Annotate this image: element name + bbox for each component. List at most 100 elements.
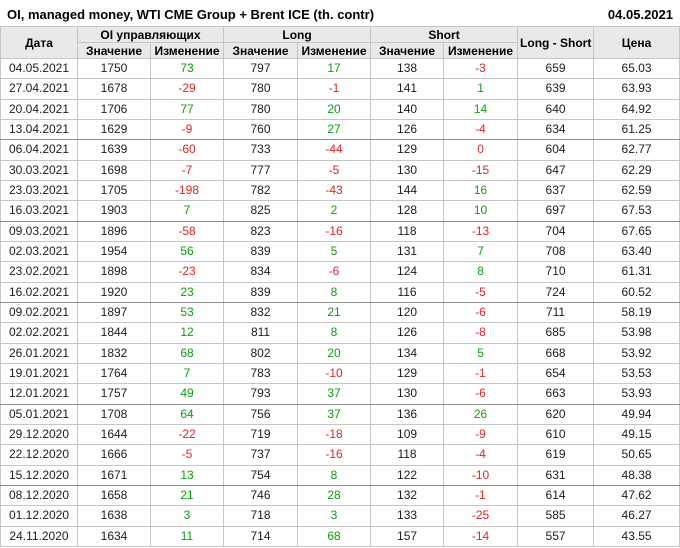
cell-price: 53.93 [593, 383, 680, 405]
cell-long-change: 2 [297, 200, 372, 222]
cell-price: 61.25 [593, 118, 680, 141]
cell-short-change: 10 [443, 200, 519, 222]
cell-long-minus-short: 620 [517, 403, 595, 425]
cell-short-change: 8 [443, 261, 519, 283]
table-row: 19.01.2021 1764 7 783 -10 129 -1 654 53.53 [0, 362, 680, 385]
cell-price: 67.53 [593, 200, 680, 222]
cell-oi-value: 1750 [77, 57, 151, 80]
cell-long-value: 783 [223, 362, 299, 385]
table-row: 02.03.2021 1954 56 839 5 131 7 708 63.40 [0, 240, 680, 263]
cell-oi-value: 1832 [77, 342, 151, 364]
header-date: Дата [0, 26, 78, 59]
cell-short-change: -3 [443, 57, 519, 80]
cell-date: 29.12.2020 [0, 423, 78, 446]
report-date: 04.05.2021 [607, 6, 673, 22]
cell-long-change: -44 [297, 139, 372, 161]
subheader-oi-value: Значение [77, 42, 151, 59]
cell-oi-value: 1658 [77, 484, 151, 507]
table-row: 02.02.2021 1844 12 811 8 126 -8 685 53.98 [0, 322, 680, 344]
cell-long-minus-short: 663 [517, 383, 595, 405]
cell-short-value: 138 [370, 57, 445, 80]
cell-long-change: 37 [297, 403, 372, 425]
table-row: 12.01.2021 1757 49 793 37 130 -6 663 53.93 [0, 383, 680, 405]
cell-long-minus-short: 637 [517, 179, 595, 202]
cell-long-change: 3 [297, 505, 372, 527]
cell-price: 61.31 [593, 261, 680, 283]
table-row: 04.05.2021 1750 73 797 17 138 -3 659 65.03 [0, 57, 680, 80]
table-row: 24.11.2020 1634 11 714 68 157 -14 557 43.55 [0, 525, 680, 547]
report-title: OI, managed money, WTI CME Group + Brent… [7, 6, 375, 22]
cell-oi-value: 1666 [77, 444, 151, 466]
cell-oi-change: 7 [149, 200, 225, 222]
cell-long-value: 733 [223, 139, 299, 161]
cell-date: 30.03.2021 [0, 159, 78, 181]
cell-short-change: 16 [443, 179, 519, 202]
cell-short-value: 129 [370, 362, 445, 385]
cell-oi-value: 1629 [77, 118, 151, 141]
table-row: 27.04.2021 1678 -29 780 -1 141 1 639 63.93 [0, 78, 680, 100]
cell-date: 01.12.2020 [0, 505, 78, 527]
cell-price: 62.77 [593, 139, 680, 161]
cell-long-change: 17 [297, 57, 372, 80]
cell-oi-change: -198 [149, 179, 225, 202]
cell-long-change: 8 [297, 322, 372, 344]
subheader-long-change: Изменение [297, 42, 372, 59]
titlebar: OI, managed money, WTI CME Group + Brent… [0, 0, 680, 26]
cell-oi-change: 7 [149, 362, 225, 385]
cell-price: 48.38 [593, 464, 680, 486]
cell-oi-change: -7 [149, 159, 225, 181]
cell-long-change: 8 [297, 281, 372, 303]
cell-long-value: 825 [223, 200, 299, 222]
cell-oi-change: -29 [149, 78, 225, 100]
cell-price: 62.29 [593, 159, 680, 181]
cell-short-change: -1 [443, 484, 519, 507]
cell-oi-change: 56 [149, 240, 225, 263]
subheader-long-value: Значение [223, 42, 299, 59]
cell-oi-value: 1644 [77, 423, 151, 446]
cell-short-change: -6 [443, 301, 519, 324]
cell-price: 50.65 [593, 444, 680, 466]
cell-long-change: 5 [297, 240, 372, 263]
cell-long-minus-short: 557 [517, 525, 595, 547]
cell-long-value: 793 [223, 383, 299, 405]
table-row: 23.03.2021 1705 -198 782 -43 144 16 637 62.59 [0, 179, 680, 202]
cell-oi-change: 23 [149, 281, 225, 303]
cell-oi-change: 53 [149, 301, 225, 324]
cell-long-minus-short: 654 [517, 362, 595, 385]
cell-oi-value: 1954 [77, 240, 151, 263]
cell-price: 62.59 [593, 179, 680, 202]
cell-date: 02.02.2021 [0, 322, 78, 344]
cell-long-change: -16 [297, 220, 372, 242]
cell-long-minus-short: 639 [517, 78, 595, 100]
cell-short-change: -15 [443, 159, 519, 181]
cell-short-value: 141 [370, 78, 445, 100]
cell-long-minus-short: 697 [517, 200, 595, 222]
table-row: 01.12.2020 1638 3 718 3 133 -25 585 46.27 [0, 505, 680, 527]
cell-price: 63.93 [593, 78, 680, 100]
cell-date: 22.12.2020 [0, 444, 78, 466]
cell-long-change: -1 [297, 78, 372, 100]
cell-long-minus-short: 585 [517, 505, 595, 527]
cell-long-minus-short: 604 [517, 139, 595, 161]
cell-oi-change: -9 [149, 118, 225, 141]
cell-long-minus-short: 711 [517, 301, 595, 324]
cell-long-value: 746 [223, 484, 299, 507]
table-body: 04.05.2021 1750 73 797 17 138 -3 659 65.03 27.04.… [0, 57, 680, 547]
cell-long-change: -43 [297, 179, 372, 202]
cell-short-change: -1 [443, 362, 519, 385]
cell-long-change: -10 [297, 362, 372, 385]
cell-short-change: -5 [443, 281, 519, 303]
cell-long-minus-short: 610 [517, 423, 595, 446]
cell-long-change: 68 [297, 525, 372, 547]
cell-short-change: -8 [443, 322, 519, 344]
table-row: 09.02.2021 1897 53 832 21 120 -6 711 58.19 [0, 301, 680, 324]
cell-date: 09.02.2021 [0, 301, 78, 324]
cell-short-value: 130 [370, 159, 445, 181]
cell-oi-change: 68 [149, 342, 225, 364]
table-row: 22.12.2020 1666 -5 737 -16 118 -4 619 50.65 [0, 444, 680, 466]
cell-oi-change: 21 [149, 484, 225, 507]
cell-long-change: 21 [297, 301, 372, 324]
cell-date: 08.12.2020 [0, 484, 78, 507]
cell-long-minus-short: 685 [517, 322, 595, 344]
cell-long-value: 839 [223, 281, 299, 303]
